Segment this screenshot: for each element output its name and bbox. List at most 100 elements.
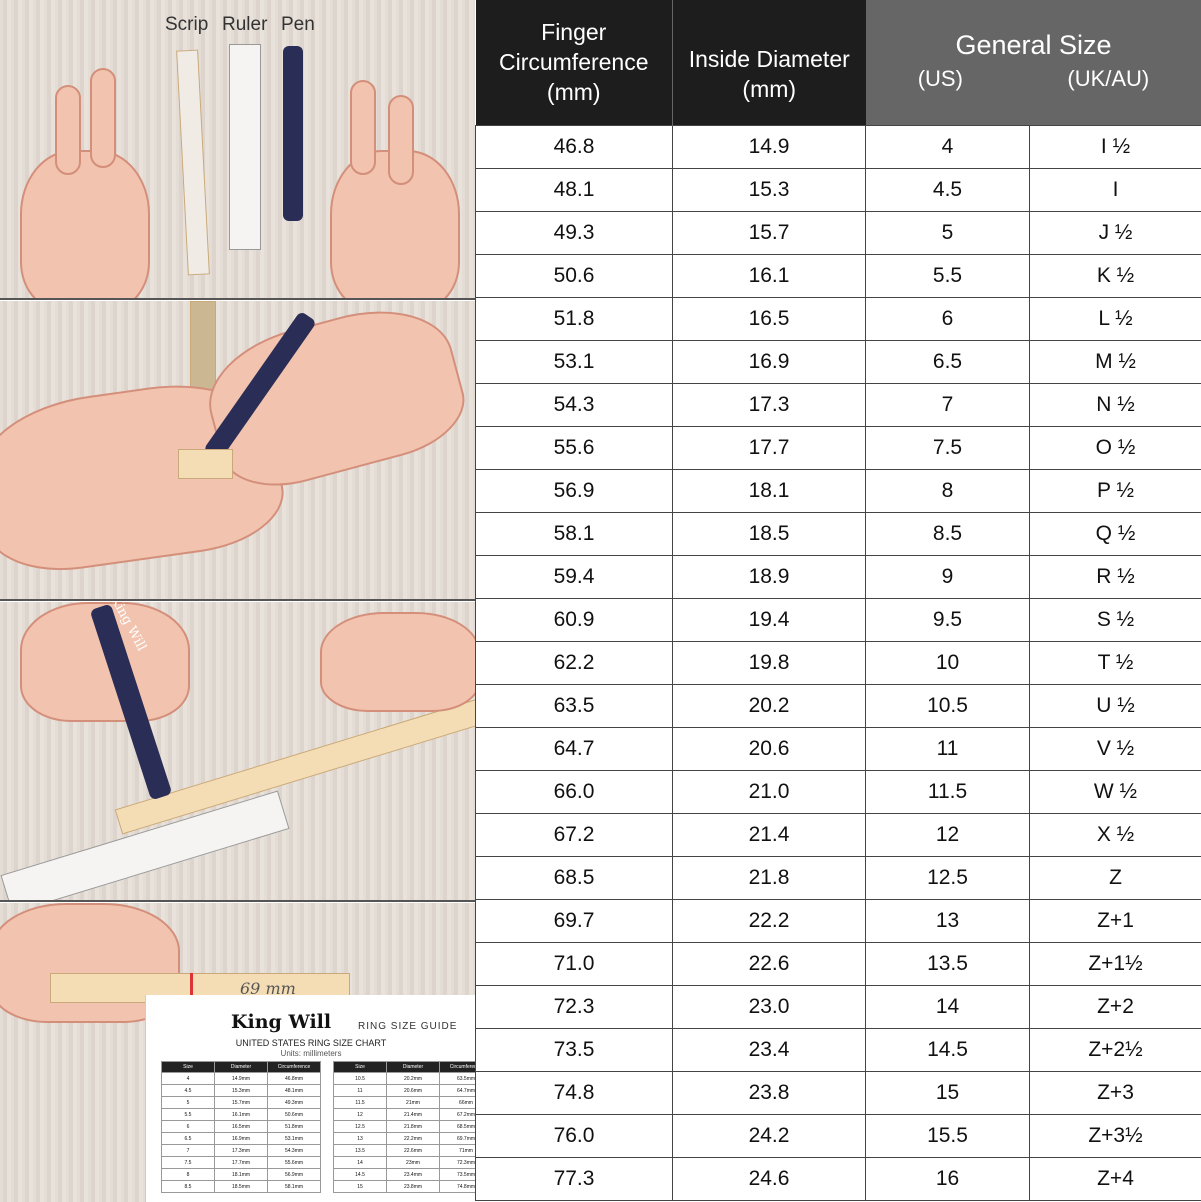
mini-cell: 12 — [333, 1108, 387, 1121]
diameter-cell: 21.4 — [672, 812, 866, 857]
table-row: 63.5 20.2 10.5 U ½ — [475, 683, 1201, 728]
table-row: 55.6 17.7 7.5 O ½ — [475, 425, 1201, 470]
circumference-cell: 77.3 — [475, 1156, 673, 1201]
mini-cell: 49.3mm — [267, 1096, 321, 1109]
scrip-label: Scrip — [165, 14, 209, 35]
mini-cell: 46.8mm — [267, 1072, 321, 1085]
table-row: 48.1 15.3 4.5 I — [475, 167, 1201, 212]
mini-row: 6 16.5mm 51.8mm — [161, 1120, 321, 1133]
header-uk: (UK/AU) — [1067, 66, 1150, 92]
header-line: Inside Diameter — [688, 46, 850, 73]
mini-row: 4 14.9mm 46.8mm — [161, 1072, 321, 1085]
mini-cell: 21mm — [386, 1096, 440, 1109]
mini-cell: 16.5mm — [214, 1120, 268, 1133]
finger — [90, 68, 116, 168]
step3-measure-panel: King Will — [0, 602, 475, 902]
mini-header: Size — [161, 1061, 215, 1073]
instruction-illustrations: Scrip Ruler Pen King Will 69 mm King Wil… — [0, 0, 475, 1202]
circumference-cell: 54.3 — [475, 382, 673, 427]
mini-cell: 20.2mm — [386, 1072, 440, 1085]
circumference-cell: 74.8 — [475, 1070, 673, 1115]
mini-cell: 14 — [333, 1156, 387, 1169]
ruler — [229, 44, 261, 250]
table-row: 53.1 16.9 6.5 M ½ — [475, 339, 1201, 384]
circumference-cell: 56.9 — [475, 468, 673, 513]
circumference-cell: 73.5 — [475, 1027, 673, 1072]
circumference-cell: 67.2 — [475, 812, 673, 857]
mini-cell: 15 — [333, 1180, 387, 1193]
us-size-cell: 4 — [865, 124, 1030, 169]
circumference-cell: 72.3 — [475, 984, 673, 1029]
diameter-cell: 22.2 — [672, 898, 866, 943]
us-size-cell: 11.5 — [865, 769, 1030, 814]
circumference-cell: 66.0 — [475, 769, 673, 814]
mini-cell: 17.3mm — [214, 1144, 268, 1157]
pen — [283, 46, 303, 221]
mini-table-left: Size Diameter Circumference 4 14.9mm 46.8mm 4.… — [161, 1061, 321, 1193]
mini-header: Circumference — [267, 1061, 321, 1073]
mini-cell: 22.2mm — [386, 1132, 440, 1145]
mini-row: 14 23mm 72.3mm — [333, 1156, 475, 1169]
diameter-cell: 23.4 — [672, 1027, 866, 1072]
ring-size-guide: King Will RING SIZE GUIDE UNITED STATES … — [145, 995, 475, 1202]
mini-cell: 72.3mm — [439, 1156, 475, 1169]
mini-row: 10.5 20.2mm 63.5mm — [333, 1072, 475, 1085]
step2-wrap-panel — [0, 301, 475, 601]
mini-row: 13 22.2mm 69.7mm — [333, 1132, 475, 1145]
uk-size-cell: M ½ — [1029, 339, 1201, 384]
diameter-cell: 16.1 — [672, 253, 866, 298]
diameter-cell: 18.9 — [672, 554, 866, 599]
mini-cell: 58.1mm — [267, 1180, 321, 1193]
mini-cell: 5 — [161, 1096, 215, 1109]
wrapped-strip — [178, 449, 233, 479]
mini-cell: 14.5 — [333, 1168, 387, 1181]
uk-size-cell: T ½ — [1029, 640, 1201, 685]
mini-row: 5 15.7mm 49.3mm — [161, 1096, 321, 1109]
mini-row: 12.5 21.8mm 68.5mm — [333, 1120, 475, 1133]
mini-cell: 68.5mm — [439, 1120, 475, 1133]
us-size-cell: 8.5 — [865, 511, 1030, 556]
mini-cell: 71mm — [439, 1144, 475, 1157]
mini-row: 8 18.1mm 56.9mm — [161, 1168, 321, 1181]
mini-table-right: SizeDiameterCircumference10.520.2mm63.5m… — [333, 1061, 475, 1193]
mini-cell: 12.5 — [333, 1120, 387, 1133]
mini-cell: 17.7mm — [214, 1156, 268, 1169]
table-row: 66.0 21.0 11.5 W ½ — [475, 769, 1201, 814]
diameter-cell: 23.8 — [672, 1070, 866, 1115]
circumference-cell: 50.6 — [475, 253, 673, 298]
mini-cell: 73.5mm — [439, 1168, 475, 1181]
header-general-size: General Size (US) (UK/AU) — [865, 0, 1201, 125]
us-size-cell: 12 — [865, 812, 1030, 857]
diameter-cell: 17.3 — [672, 382, 866, 427]
mini-cell: 48.1mm — [267, 1084, 321, 1097]
circumference-cell: 49.3 — [475, 210, 673, 255]
us-size-cell: 6 — [865, 296, 1030, 341]
header-line: General Size — [955, 30, 1112, 61]
circumference-cell: 62.2 — [475, 640, 673, 685]
uk-size-cell: S ½ — [1029, 597, 1201, 642]
diameter-cell: 18.5 — [672, 511, 866, 556]
table-row: 54.3 17.3 7 N ½ — [475, 382, 1201, 427]
diameter-cell: 16.5 — [672, 296, 866, 341]
ruler-label: Ruler — [222, 14, 268, 35]
table-row: 71.0 22.6 13.5 Z+1½ — [475, 941, 1201, 986]
table-row: 50.6 16.1 5.5 K ½ — [475, 253, 1201, 298]
diameter-cell: 14.9 — [672, 124, 866, 169]
left-hand — [20, 150, 150, 298]
mini-header: Size — [333, 1061, 387, 1073]
mini-cell: 64.7mm — [439, 1084, 475, 1097]
mini-cell: 10.5 — [333, 1072, 387, 1085]
finger — [388, 95, 414, 185]
circumference-cell: 58.1 — [475, 511, 673, 556]
mini-row: 5.5 16.1mm 50.6mm — [161, 1108, 321, 1121]
uk-size-cell: Z — [1029, 855, 1201, 900]
uk-size-cell: N ½ — [1029, 382, 1201, 427]
mini-cell: 21.8mm — [386, 1120, 440, 1133]
circumference-cell: 53.1 — [475, 339, 673, 384]
mini-cell: 54.3mm — [267, 1144, 321, 1157]
us-size-cell: 11 — [865, 726, 1030, 771]
table-row: 51.8 16.5 6 L ½ — [475, 296, 1201, 341]
diameter-cell: 17.7 — [672, 425, 866, 470]
chart-title: UNITED STATES RING SIZE CHART — [235, 1038, 387, 1048]
mini-cell: 11 — [333, 1084, 387, 1097]
